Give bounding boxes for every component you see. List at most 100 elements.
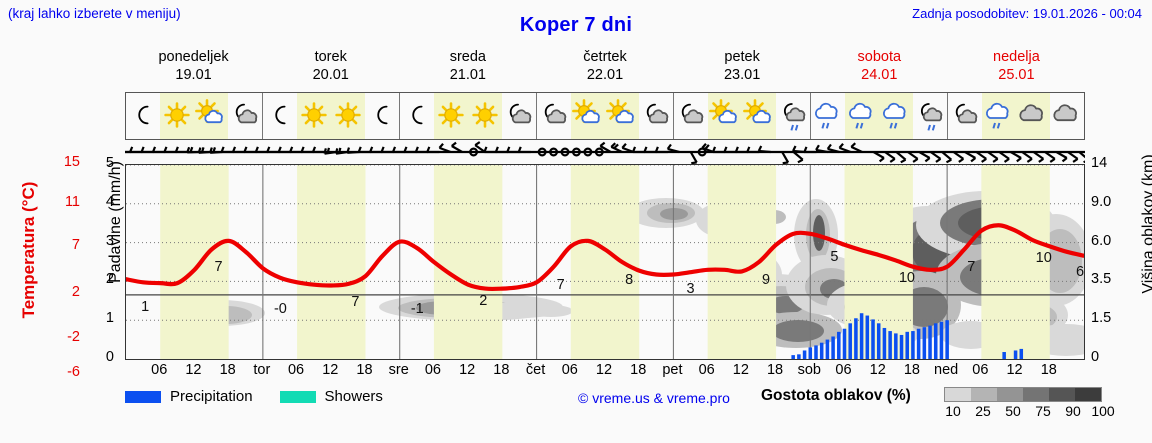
wind-barb [1032, 151, 1045, 163]
day-header-3: četrtek 22.01 [536, 48, 673, 88]
temperature-tick: 2 [71, 284, 80, 300]
x-tick-06: 06 [835, 362, 852, 378]
precipitation-bar [797, 354, 801, 359]
daylight-band [160, 165, 229, 359]
wind-barb [583, 147, 593, 157]
temperature-tick: 11 [64, 194, 80, 210]
day-header-4: petek 23.01 [674, 48, 811, 88]
showers-legend-label: Showers [324, 388, 383, 405]
temperature-point-label: 1 [141, 298, 150, 315]
wind-barb [197, 147, 211, 154]
day-header-0: ponedeljek 19.01 [125, 48, 262, 88]
wind-barb [594, 147, 604, 157]
daylight-band [297, 165, 366, 359]
precipitation-bar [831, 336, 835, 359]
precipitation-bar [945, 320, 949, 359]
wind-barb [838, 143, 852, 154]
x-tick-ned: ned [934, 362, 959, 378]
wind-barb [266, 146, 280, 154]
moon-cloudy-icon [674, 93, 708, 139]
precipitation-bar [916, 328, 921, 359]
precipitation-tick: 1 [105, 310, 114, 327]
precipitation-bar [791, 355, 795, 359]
temperature-point-label: 6 [1076, 263, 1085, 280]
cloud-density-step-10 [945, 388, 971, 401]
wind-barb [369, 146, 383, 154]
cloud-blob [772, 320, 824, 342]
precipitation-bar [871, 319, 875, 359]
x-tick-18: 18 [630, 362, 647, 378]
temperature-point-label: -0 [273, 300, 287, 317]
x-tick-12: 12 [595, 362, 613, 378]
wind-barb [474, 141, 486, 153]
moon-cloudy-icon [537, 93, 571, 139]
sun-clear-icon [468, 93, 502, 139]
day-name: četrtek [583, 49, 627, 65]
precipitation-bar [922, 327, 927, 359]
wind-barb [300, 146, 314, 154]
precipitation-legend-label: Precipitation [170, 388, 253, 405]
wind-barb [964, 151, 977, 163]
precipitation-bars [791, 313, 1024, 359]
x-tick-12: 12 [869, 362, 886, 378]
cloud-rain-icon [879, 93, 913, 139]
day-header-1: torek 20.01 [262, 48, 399, 88]
temperature-point-label: 7 [967, 259, 976, 276]
weather-icon-band [125, 92, 1085, 140]
sun-partly-cloudy-icon [194, 93, 228, 139]
moon-clear-icon [365, 93, 399, 139]
credit-link[interactable]: © vreme.us & vreme.pro [578, 390, 730, 406]
wind-barb [346, 147, 360, 154]
icon-day-6 [948, 93, 1084, 139]
wind-barb [781, 151, 790, 164]
cloudheight-tick: 0 [1091, 349, 1100, 365]
temperature-point-label: 7 [214, 259, 223, 276]
x-tick-18: 18 [1040, 362, 1057, 378]
x-tick-06: 06 [424, 362, 441, 378]
x-tick-18: 18 [356, 362, 373, 378]
precipitation-tick: 2 [105, 271, 114, 288]
cloud-density-tick: 25 [975, 403, 991, 419]
cloudheight-tick: 1.5 [1091, 310, 1112, 327]
x-tick-06: 06 [561, 362, 578, 378]
wind-barb [451, 141, 463, 153]
sun-partly-cloudy-icon [742, 93, 776, 139]
day-date: 21.01 [449, 67, 486, 83]
wind-barb [654, 146, 668, 154]
day-date: 25.01 [998, 67, 1035, 83]
precipitation-bar [837, 331, 841, 359]
precipitation-tick: 5 [105, 155, 114, 171]
moon-clear-icon [400, 93, 434, 139]
cloud-icon [1050, 93, 1084, 139]
wind-barb [1055, 151, 1068, 163]
cloudheight-tick: 6.0 [1091, 232, 1112, 249]
day-date: 19.01 [175, 67, 212, 83]
moon-cloudy-icon [639, 93, 673, 139]
sun-clear-icon [331, 93, 365, 139]
precipitation-bar [1013, 350, 1018, 359]
day-header-6: nedelja 25.01 [948, 48, 1085, 88]
day-name: petek [724, 49, 760, 65]
cloud-blob [813, 215, 825, 251]
plot-svg [126, 165, 1084, 359]
precipitation-tick: 3 [105, 232, 114, 249]
x-tick-18: 18 [493, 362, 510, 378]
day-name: torek [314, 49, 347, 65]
wind-barb [537, 147, 547, 157]
last-update-text: Zadnja posodobitev: 19.01.2026 - 00:04 [912, 6, 1142, 21]
wind-barb [621, 143, 634, 154]
icon-day-1 [263, 93, 400, 139]
x-tick-06: 06 [698, 362, 715, 378]
x-tick-čet: čet [525, 362, 546, 378]
wind-barb [1021, 151, 1033, 163]
temperature-point-label: -1 [410, 300, 424, 317]
wind-barb [186, 146, 200, 154]
daylight-band [433, 165, 503, 359]
x-tick-12: 12 [185, 362, 202, 378]
precipitation-tick: 0 [105, 349, 114, 365]
wind-barb [231, 146, 245, 154]
x-tick-12: 12 [459, 362, 476, 378]
cloudheight-tick: 9.0 [1091, 193, 1112, 210]
wind-barb [631, 146, 645, 154]
wind-barb [918, 151, 931, 163]
